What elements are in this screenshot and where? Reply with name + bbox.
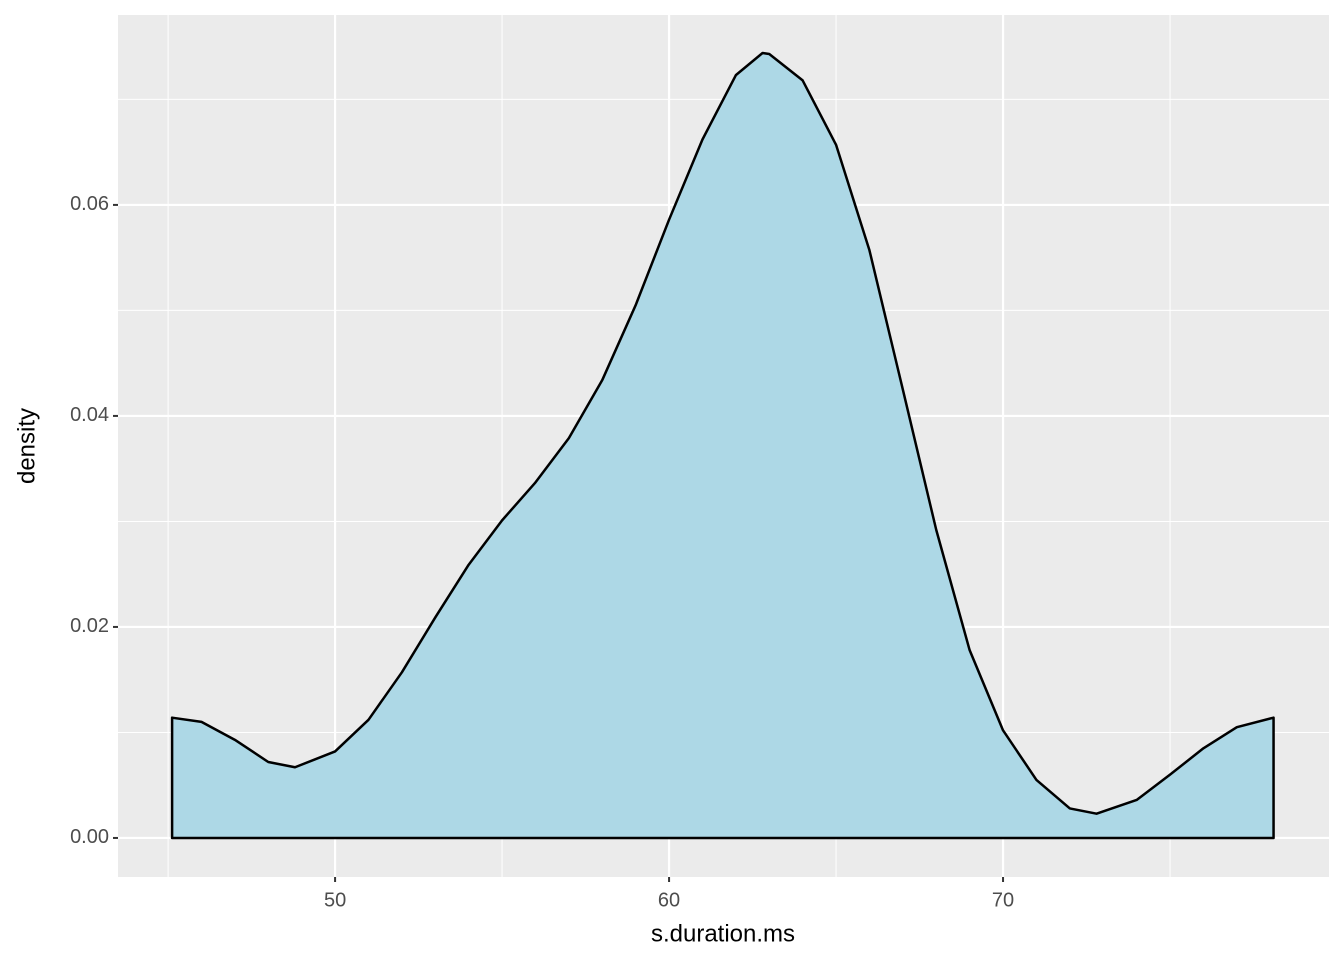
density-area <box>170 51 1275 840</box>
x-tick-label: 70 <box>992 889 1014 911</box>
x-tick-label: 50 <box>324 889 346 911</box>
x-axis-title: s.duration.ms <box>651 920 795 947</box>
y-tick-label: 0.00 <box>70 826 109 848</box>
y-axis-title: density <box>13 408 40 484</box>
y-tick-label: 0.04 <box>70 404 109 426</box>
x-tick-label: 60 <box>658 889 680 911</box>
y-tick-label: 0.02 <box>70 615 109 637</box>
y-tick-label: 0.06 <box>70 193 109 215</box>
